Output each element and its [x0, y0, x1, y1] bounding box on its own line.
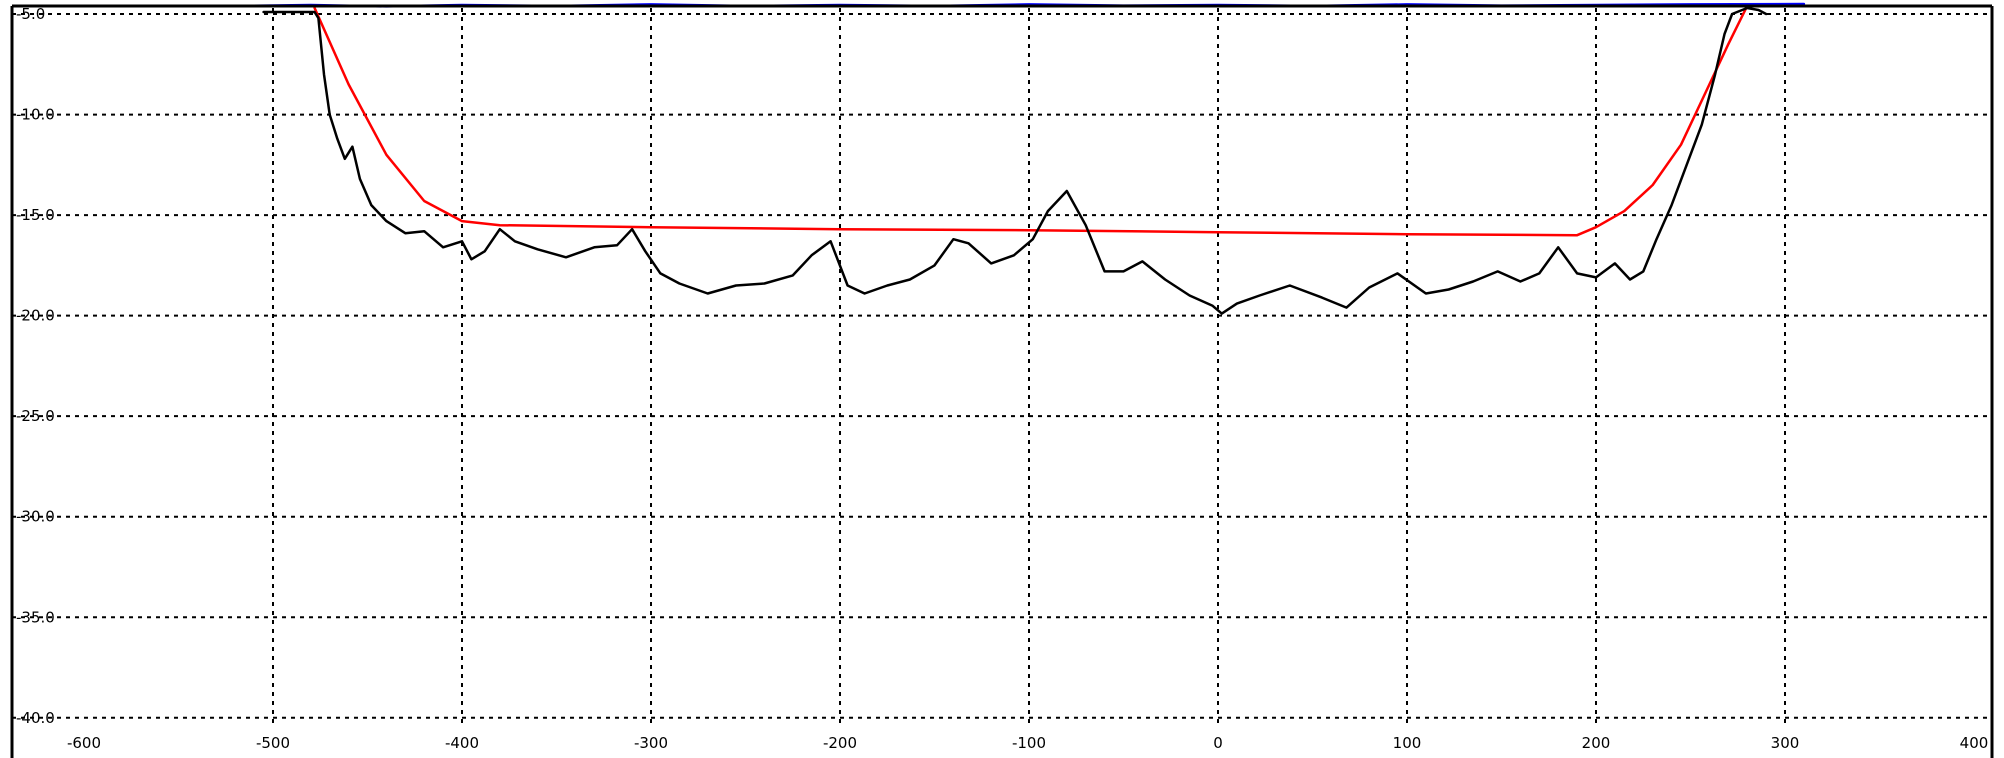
x-tick-label: 400: [1960, 734, 1989, 752]
y-tick-label: -20.0: [16, 307, 55, 325]
x-tick-label: -200: [823, 734, 857, 752]
y-tick-label: -10.0: [16, 106, 55, 124]
x-tick-label: -600: [67, 734, 101, 752]
y-tick-label: -35.0: [16, 608, 55, 626]
series-line-1: [313, 4, 1749, 237]
x-tick-label: 100: [1393, 734, 1422, 752]
x-tick-label: 300: [1771, 734, 1800, 752]
tick-labels: -600 -500 -400 -300 -200 -100 0 100 200 300 400 -5.…: [16, 5, 1988, 752]
x-tick-label: 200: [1582, 734, 1611, 752]
x-tick-label: -400: [445, 734, 479, 752]
x-tick-label: 0: [1213, 734, 1223, 752]
x-tick-label: -300: [634, 734, 668, 752]
y-tick-label: -40.0: [16, 709, 55, 727]
x-tick-label: -500: [256, 734, 290, 752]
series-group: [233, 2, 1806, 315]
y-tick-label: -15.0: [16, 206, 55, 224]
series-line-2: [262, 6, 1768, 315]
grid-lines: [12, 8, 1992, 728]
plot-frame: [10, 4, 1994, 758]
y-tick-label: -5.0: [16, 5, 45, 23]
y-tick-label: -30.0: [16, 508, 55, 526]
x-tick-label: -100: [1012, 734, 1046, 752]
y-tick-label: -25.0: [16, 407, 55, 425]
